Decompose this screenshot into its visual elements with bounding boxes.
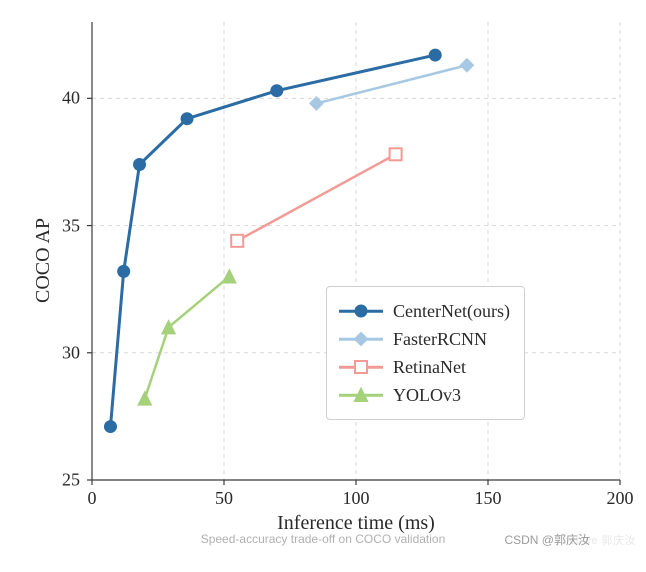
credit-text: CSDN @郭庆汝 — [504, 531, 590, 548]
legend-item: FasterRCNN — [339, 325, 510, 353]
x-tick-label: 50 — [215, 488, 233, 509]
legend-swatch — [339, 301, 383, 321]
legend-label: CenterNet(ours) — [393, 301, 510, 322]
legend-item: RetinaNet — [339, 353, 510, 381]
y-tick-label: 35 — [62, 215, 80, 236]
y-tick-label: 30 — [62, 342, 80, 363]
legend-label: RetinaNet — [393, 357, 466, 378]
marker-square — [231, 235, 243, 247]
marker-triangle — [139, 393, 151, 405]
marker-circle — [118, 266, 129, 277]
marker-diamond — [461, 59, 473, 71]
legend-label: YOLOv3 — [393, 385, 461, 406]
x-tick-label: 0 — [88, 488, 97, 509]
x-tick-label: 150 — [475, 488, 502, 509]
legend-swatch — [339, 357, 383, 377]
legend-swatch — [339, 329, 383, 349]
marker-circle — [105, 421, 116, 432]
legend-item: CenterNet(ours) — [339, 297, 510, 325]
marker-triangle — [355, 389, 367, 401]
legend-label: FasterRCNN — [393, 329, 487, 350]
legend: CenterNet(ours) FasterRCNN RetinaNet YOLOv3 — [326, 286, 525, 420]
series-line — [316, 65, 466, 103]
y-tick-label: 25 — [62, 470, 80, 491]
marker-circle — [271, 85, 282, 96]
y-axis-label: COCO AP — [32, 218, 55, 303]
marker-circle — [356, 306, 367, 317]
legend-swatch — [339, 385, 383, 405]
x-tick-label: 100 — [343, 488, 370, 509]
marker-triangle — [223, 270, 235, 282]
figure: 25303540 050100150200 COCO AP Inference … — [0, 0, 646, 572]
marker-circle — [182, 113, 193, 124]
marker-diamond — [310, 97, 322, 109]
series-line — [237, 154, 395, 241]
marker-circle — [430, 50, 441, 61]
marker-square — [355, 361, 367, 373]
marker-circle — [134, 159, 145, 170]
marker-diamond — [355, 333, 367, 345]
x-tick-label: 200 — [607, 488, 634, 509]
series-line — [145, 276, 229, 398]
marker-square — [390, 148, 402, 160]
y-tick-label: 40 — [62, 88, 80, 109]
legend-item: YOLOv3 — [339, 381, 510, 409]
